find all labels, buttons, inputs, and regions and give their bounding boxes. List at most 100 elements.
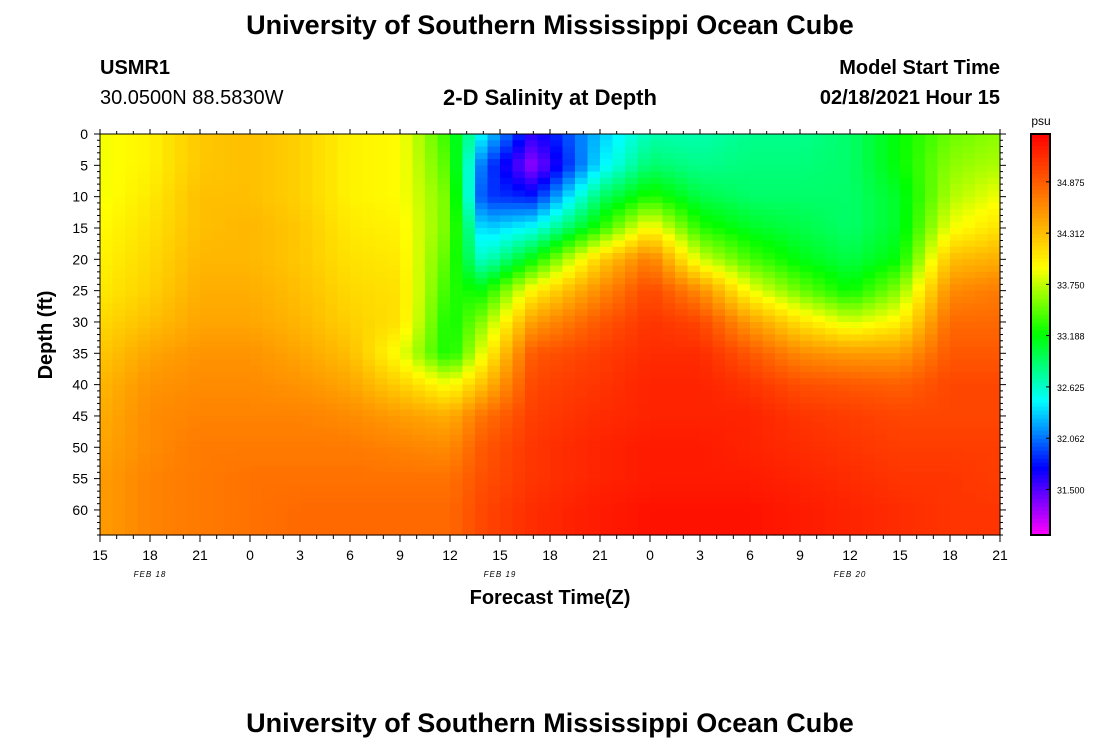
- heatmap-cell: [787, 246, 801, 254]
- heatmap-cell: [112, 397, 126, 405]
- heatmap-cell: [587, 478, 601, 486]
- heatmap-cell: [925, 441, 939, 448]
- heatmap-cell: [975, 472, 989, 480]
- heatmap-cell: [287, 196, 301, 204]
- heatmap-cell: [325, 359, 339, 367]
- heatmap-cell: [500, 409, 514, 417]
- heatmap-cell: [175, 384, 189, 392]
- heatmap-cell: [375, 296, 389, 304]
- heatmap-cell: [400, 309, 414, 317]
- heatmap-cell: [437, 503, 451, 511]
- heatmap-cell: [750, 321, 764, 329]
- heatmap-cell: [762, 309, 776, 317]
- heatmap-cell: [237, 397, 251, 405]
- heatmap-cell: [737, 234, 751, 242]
- heatmap-cell: [100, 372, 114, 379]
- heatmap-cell: [750, 196, 764, 204]
- heatmap-cell: [175, 422, 189, 430]
- heatmap-cell: [462, 441, 476, 448]
- heatmap-cell: [200, 441, 214, 448]
- heatmap-cell: [912, 516, 926, 524]
- heatmap-cell: [575, 221, 589, 229]
- heatmap-cell: [500, 415, 514, 423]
- heatmap-cell: [462, 365, 476, 373]
- heatmap-cell: [100, 384, 114, 392]
- heatmap-cell: [300, 441, 314, 448]
- heatmap-cell: [862, 359, 876, 367]
- heatmap-cell: [512, 397, 526, 405]
- heatmap-cell: [837, 184, 851, 191]
- heatmap-cell: [237, 165, 251, 173]
- heatmap-cell: [437, 321, 451, 329]
- heatmap-cell: [950, 296, 964, 304]
- heatmap-cell: [400, 140, 414, 148]
- heatmap-cell: [412, 522, 426, 530]
- heatmap-cell: [987, 152, 1001, 160]
- heatmap-cell: [300, 503, 314, 511]
- heatmap-cell: [125, 196, 139, 204]
- heatmap-cell: [112, 434, 126, 442]
- heatmap-cell: [250, 403, 264, 411]
- heatmap-cell: [587, 428, 601, 436]
- heatmap-cell: [962, 409, 976, 417]
- heatmap-cell: [925, 428, 939, 436]
- heatmap-cell: [150, 466, 164, 473]
- heatmap-cell: [450, 522, 464, 530]
- heatmap-cell: [200, 453, 214, 461]
- heatmap-cell: [525, 209, 539, 217]
- heatmap-cell: [587, 209, 601, 217]
- heatmap-cell: [675, 459, 689, 467]
- heatmap-cell: [600, 321, 614, 329]
- heatmap-cell: [437, 202, 451, 210]
- heatmap-cell: [162, 340, 176, 348]
- heatmap-cell: [800, 234, 814, 242]
- heatmap-cell: [237, 340, 251, 348]
- heatmap-cell: [225, 384, 239, 392]
- heatmap-cell: [825, 253, 839, 260]
- heatmap-cell: [412, 359, 426, 367]
- heatmap-cell: [537, 171, 551, 179]
- heatmap-cell: [462, 434, 476, 442]
- heatmap-cell: [587, 271, 601, 279]
- heatmap-cell: [612, 528, 626, 536]
- heatmap-cell: [912, 290, 926, 298]
- heatmap-cell: [712, 309, 726, 317]
- heatmap-cell: [675, 466, 689, 473]
- colorbar-band: [1031, 426, 1050, 432]
- heatmap-cell: [512, 284, 526, 292]
- heatmap-cell: [425, 459, 439, 467]
- heatmap-cell: [900, 246, 914, 254]
- heatmap-cell: [675, 528, 689, 536]
- heatmap-cell: [662, 516, 676, 524]
- heatmap-cell: [175, 359, 189, 367]
- heatmap-cell: [175, 403, 189, 411]
- heatmap-cell: [525, 253, 539, 260]
- heatmap-cell: [687, 171, 701, 179]
- colorbar-band: [1031, 434, 1050, 440]
- heatmap-cell: [950, 491, 964, 499]
- heatmap-cell: [912, 484, 926, 492]
- heatmap-cell: [462, 221, 476, 229]
- heatmap-cell: [987, 309, 1001, 317]
- heatmap-cell: [737, 466, 751, 473]
- heatmap-cell: [262, 403, 276, 411]
- heatmap-cell: [837, 227, 851, 235]
- heatmap-cell: [525, 384, 539, 392]
- heatmap-cell: [637, 497, 651, 505]
- heatmap-cell: [937, 509, 951, 517]
- heatmap-cell: [362, 484, 376, 492]
- heatmap-cell: [500, 516, 514, 524]
- heatmap-cell: [987, 478, 1001, 486]
- heatmap-cell: [625, 146, 639, 154]
- heatmap-cell: [900, 209, 914, 217]
- heatmap-cell: [425, 441, 439, 448]
- heatmap-cell: [675, 422, 689, 430]
- heatmap-cell: [937, 315, 951, 323]
- heatmap-cell: [887, 209, 901, 217]
- heatmap-cell: [850, 152, 864, 160]
- heatmap-cell: [762, 491, 776, 499]
- heatmap-cell: [712, 334, 726, 342]
- heatmap-cell: [112, 478, 126, 486]
- colorbar-band: [1031, 374, 1050, 380]
- heatmap-cell: [925, 202, 939, 210]
